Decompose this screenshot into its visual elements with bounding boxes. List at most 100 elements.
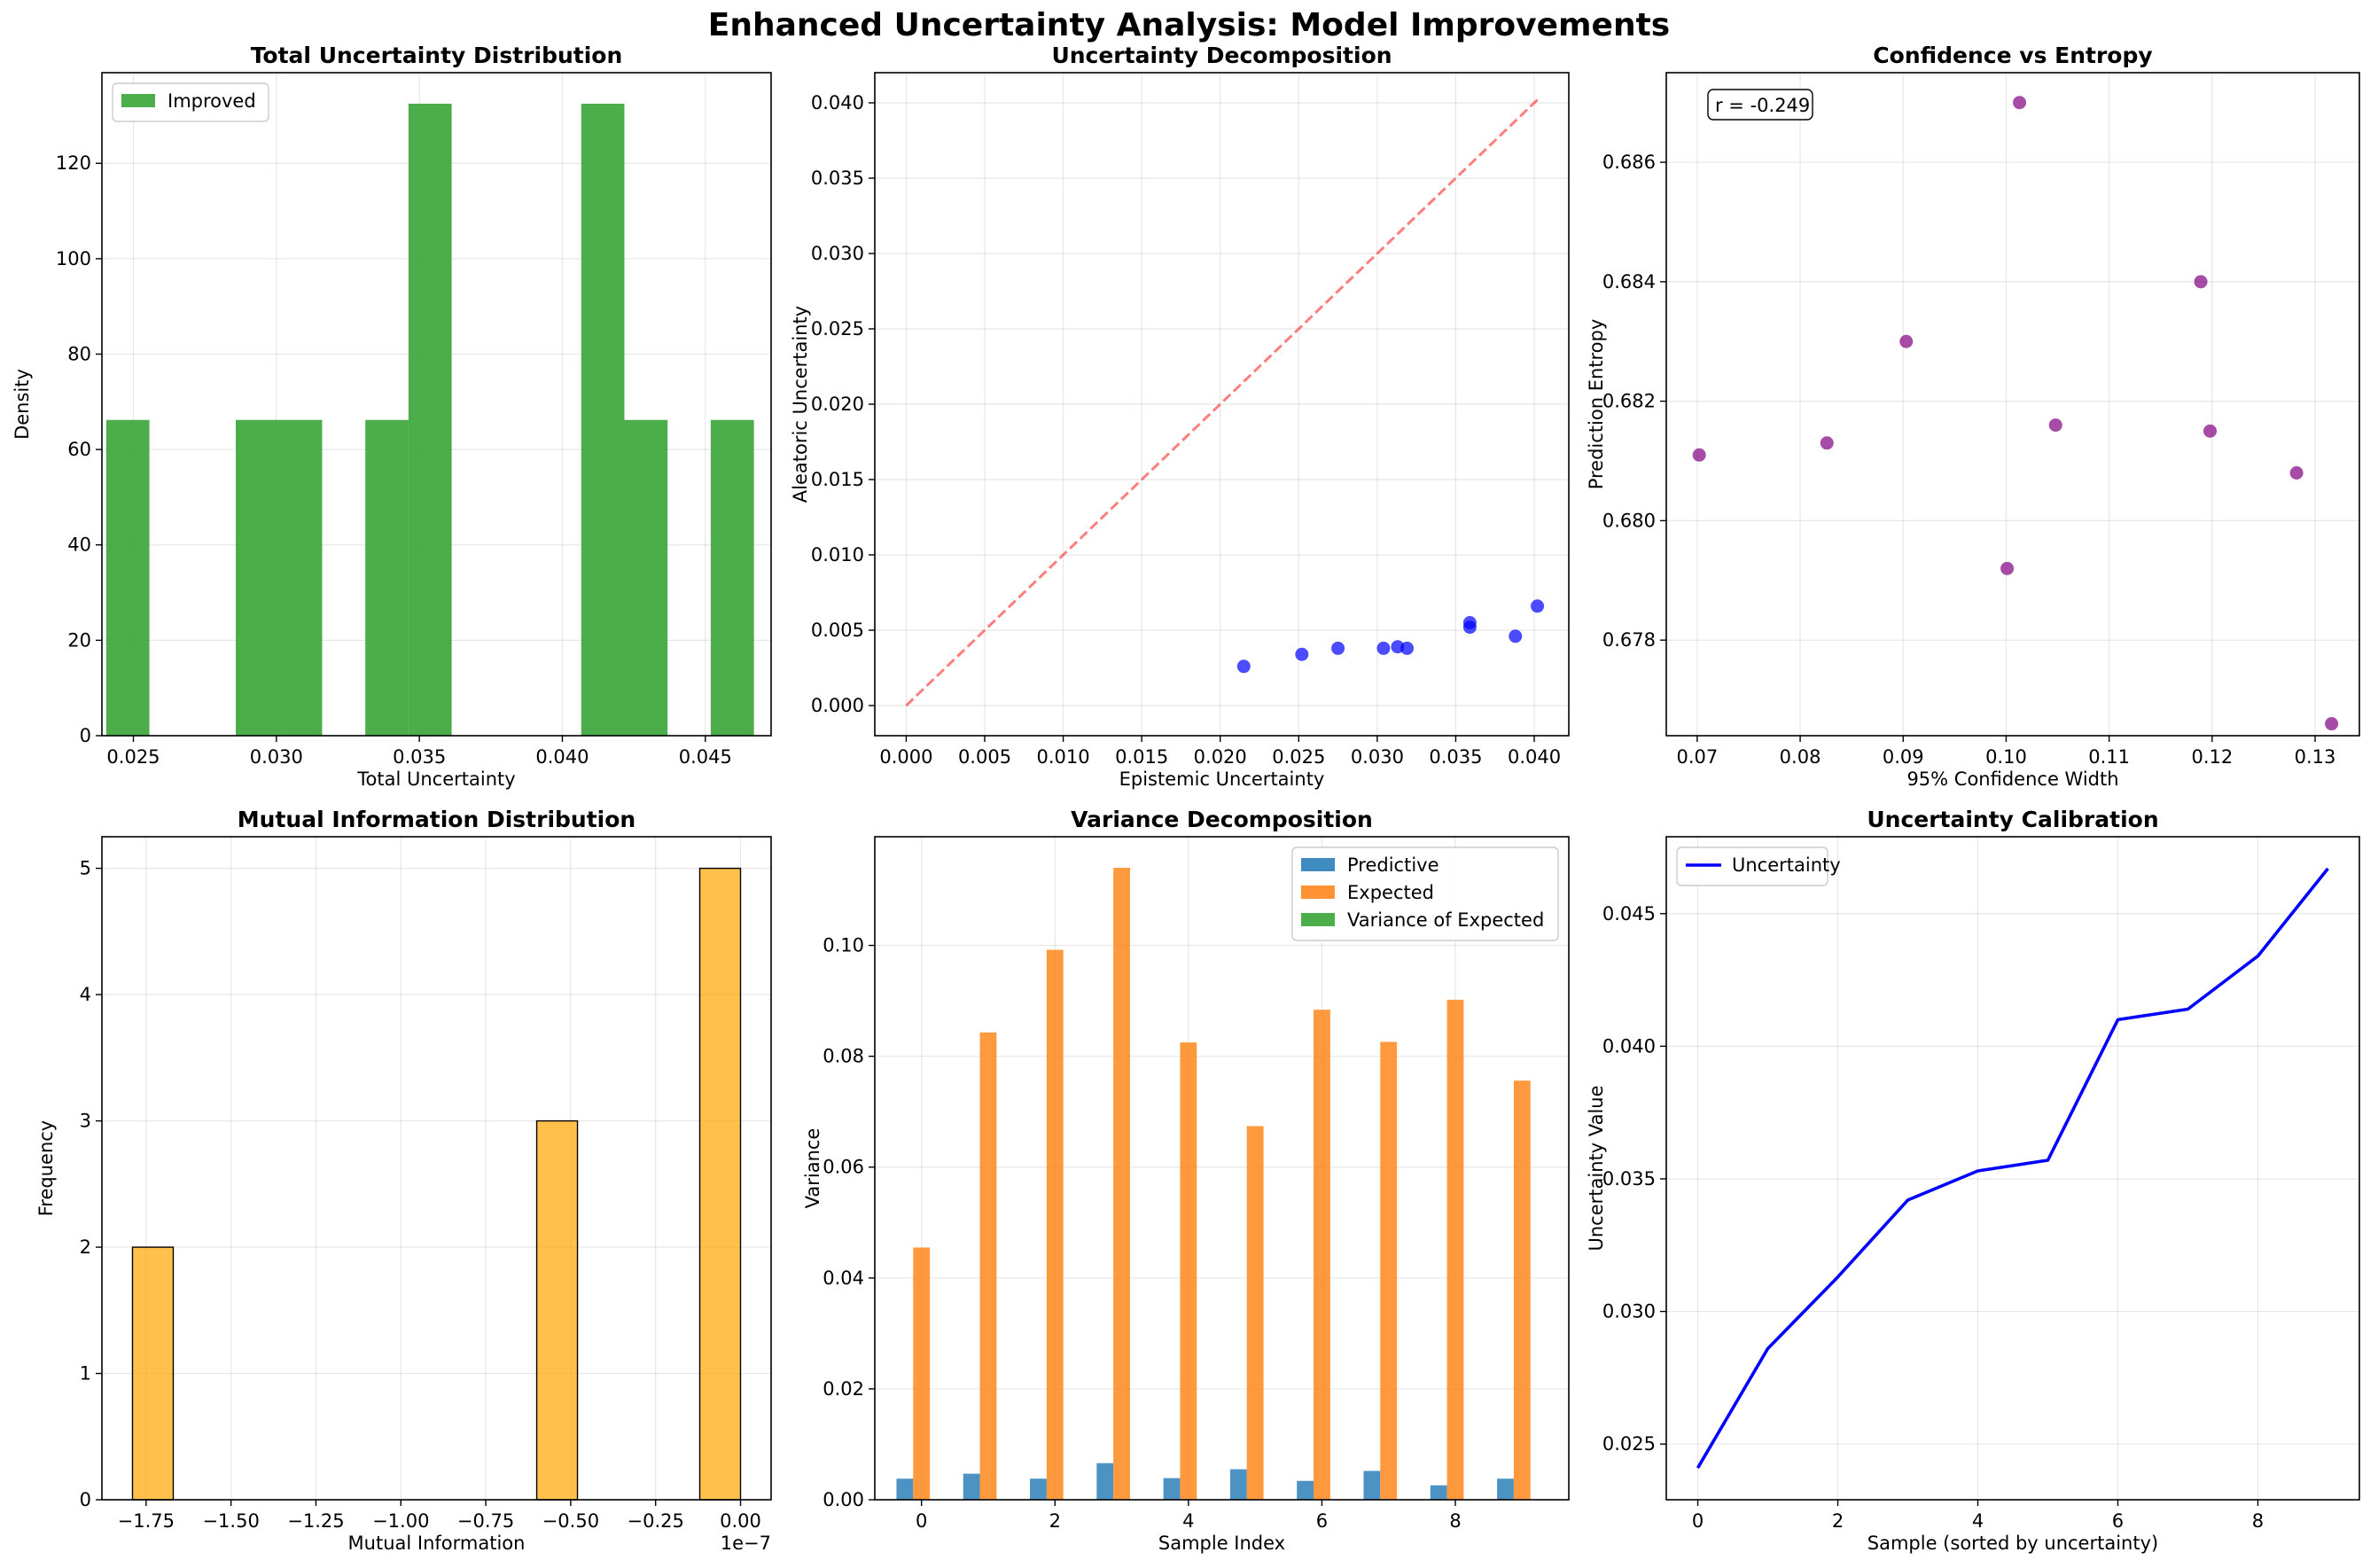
bar-predictive <box>1430 1485 1447 1500</box>
y-tick-label: 0.08 <box>823 1046 864 1067</box>
legend: Uncertainty <box>1676 846 1841 886</box>
bar-predictive <box>1096 1463 1114 1500</box>
legend-label: Expected <box>1347 882 1434 903</box>
legend: Predictive Expected Variance of Expected <box>1291 846 1559 941</box>
y-tick-label: 0.000 <box>811 695 864 716</box>
y-axis-label: Density <box>12 369 33 440</box>
bar-expected <box>1046 949 1064 1500</box>
bar-expected <box>1113 868 1130 1500</box>
histogram-bar <box>365 419 409 736</box>
x-tick-label: 0.025 <box>106 746 160 768</box>
x-tick-label: 4 <box>1182 1510 1194 1532</box>
x-tick-label: 2 <box>1832 1510 1844 1532</box>
axis-offset-label: 1e−7 <box>721 1533 771 1554</box>
histogram-bar <box>710 419 754 736</box>
panel-title: Confidence vs Entropy <box>1873 43 2152 68</box>
scatter-point <box>1331 641 1345 655</box>
panel-p5: 0 2 4 6 8 0.00 0.02 0.04 0.06 0.08 0.10 Variance De… <box>802 807 1570 1554</box>
x-tick-label: 0.13 <box>2295 746 2336 768</box>
panel-p6: 0 2 4 6 8 0.025 0.030 0.035 0.040 0.045 Uncertaint… <box>1586 807 2360 1554</box>
bar-predictive <box>1229 1469 1247 1500</box>
scatter-point <box>1400 641 1415 655</box>
y-tick-label: 120 <box>56 152 91 174</box>
x-tick-label: 0.00 <box>720 1510 761 1532</box>
scatter-point <box>1236 659 1251 674</box>
panels: 0.025 0.030 0.035 0.040 0.045020406080100120… <box>12 43 2360 1554</box>
x-tick-label: 0.035 <box>1429 746 1482 768</box>
x-tick-label: 0.035 <box>393 746 446 768</box>
bar-expected <box>1180 1042 1197 1500</box>
x-tick-label: 0.040 <box>1508 746 1561 768</box>
y-tick-label: 20 <box>67 629 91 651</box>
legend-frame <box>1676 846 1828 886</box>
x-tick-label: 0.005 <box>958 746 1011 768</box>
x-tick-label: 0 <box>1692 1510 1704 1532</box>
x-tick-label: −1.25 <box>287 1510 344 1532</box>
legend-label: Uncertainty <box>1732 854 1841 876</box>
y-tick-label: 0.04 <box>823 1268 864 1289</box>
y-tick-label: 0.010 <box>811 544 864 566</box>
y-tick-label: 1 <box>80 1363 91 1385</box>
bar-expected <box>1246 1126 1264 1500</box>
x-tick-label: 0.10 <box>1985 746 2027 768</box>
x-tick-label: 8 <box>1449 1510 1461 1532</box>
scatter-point <box>1692 448 1706 462</box>
figure-title: Enhanced Uncertainty Analysis: Model Imp… <box>708 7 1670 43</box>
y-axis-label: Uncertainty Value <box>1586 1085 1607 1251</box>
x-tick-label: 0.020 <box>1194 746 1247 768</box>
scatter-point <box>2000 561 2015 575</box>
histogram-bar <box>236 419 323 736</box>
x-tick-label: 0.09 <box>1883 746 1924 768</box>
legend-label: Variance of Expected <box>1347 909 1544 931</box>
x-tick-label: −1.50 <box>202 1510 259 1532</box>
panel-title: Total Uncertainty Distribution <box>251 43 623 68</box>
x-tick-label: 0.040 <box>535 746 589 768</box>
y-tick-label: 40 <box>67 534 91 556</box>
scatter-point <box>2203 424 2218 438</box>
diagonal-reference-line <box>905 98 1539 707</box>
scatter-point <box>1295 647 1309 661</box>
y-tick-label: 0.005 <box>811 620 864 641</box>
x-tick-label: −0.50 <box>542 1510 599 1532</box>
series-line <box>1696 867 2329 1470</box>
histogram-bar <box>105 419 150 736</box>
legend-label: Improved <box>168 90 256 112</box>
bar-expected <box>979 1032 997 1500</box>
y-axis-label: Aleatoric Uncertainty <box>790 306 811 503</box>
axes-frame <box>101 836 772 1501</box>
y-tick-label: 0.025 <box>1602 1433 1656 1455</box>
x-tick-label: 2 <box>1049 1510 1061 1532</box>
scatter-point <box>1376 641 1391 655</box>
histogram-bar <box>131 1246 175 1501</box>
scatter-point <box>1899 334 1914 348</box>
y-tick-label: 0.035 <box>1602 1168 1656 1190</box>
x-axis-label: Epistemic Uncertainty <box>1119 768 1325 790</box>
histogram-bar <box>624 419 668 736</box>
y-tick-label: 4 <box>80 984 91 1005</box>
y-tick-label: 0.682 <box>1602 391 1656 412</box>
y-tick-label: 0.10 <box>823 935 864 956</box>
histogram-bar <box>408 103 452 737</box>
x-tick-label: 0.015 <box>1115 746 1168 768</box>
y-tick-label: 0.02 <box>823 1378 864 1400</box>
bar-predictive <box>1030 1478 1047 1500</box>
x-axis-label: Mutual Information <box>348 1533 526 1554</box>
x-tick-label: −0.75 <box>457 1510 514 1532</box>
scatter-point <box>1509 629 1523 644</box>
x-tick-label: 0.025 <box>1272 746 1325 768</box>
x-tick-label: −0.25 <box>628 1510 684 1532</box>
legend-patch-swatch <box>121 94 155 107</box>
panel-title: Uncertainty Calibration <box>1867 807 2158 832</box>
x-tick-label: 4 <box>1972 1510 1984 1532</box>
y-tick-label: 0.030 <box>1602 1301 1656 1322</box>
y-axis-label: Variance <box>802 1128 823 1209</box>
x-tick-label: 0.010 <box>1037 746 1090 768</box>
bar-expected <box>913 1247 931 1500</box>
bar-predictive <box>1363 1470 1381 1500</box>
bar-predictive <box>1163 1478 1181 1500</box>
y-tick-label: 0.015 <box>811 469 864 490</box>
bar-predictive <box>1297 1480 1314 1500</box>
panel-title: Mutual Information Distribution <box>238 807 635 832</box>
bar-predictive <box>896 1478 914 1500</box>
